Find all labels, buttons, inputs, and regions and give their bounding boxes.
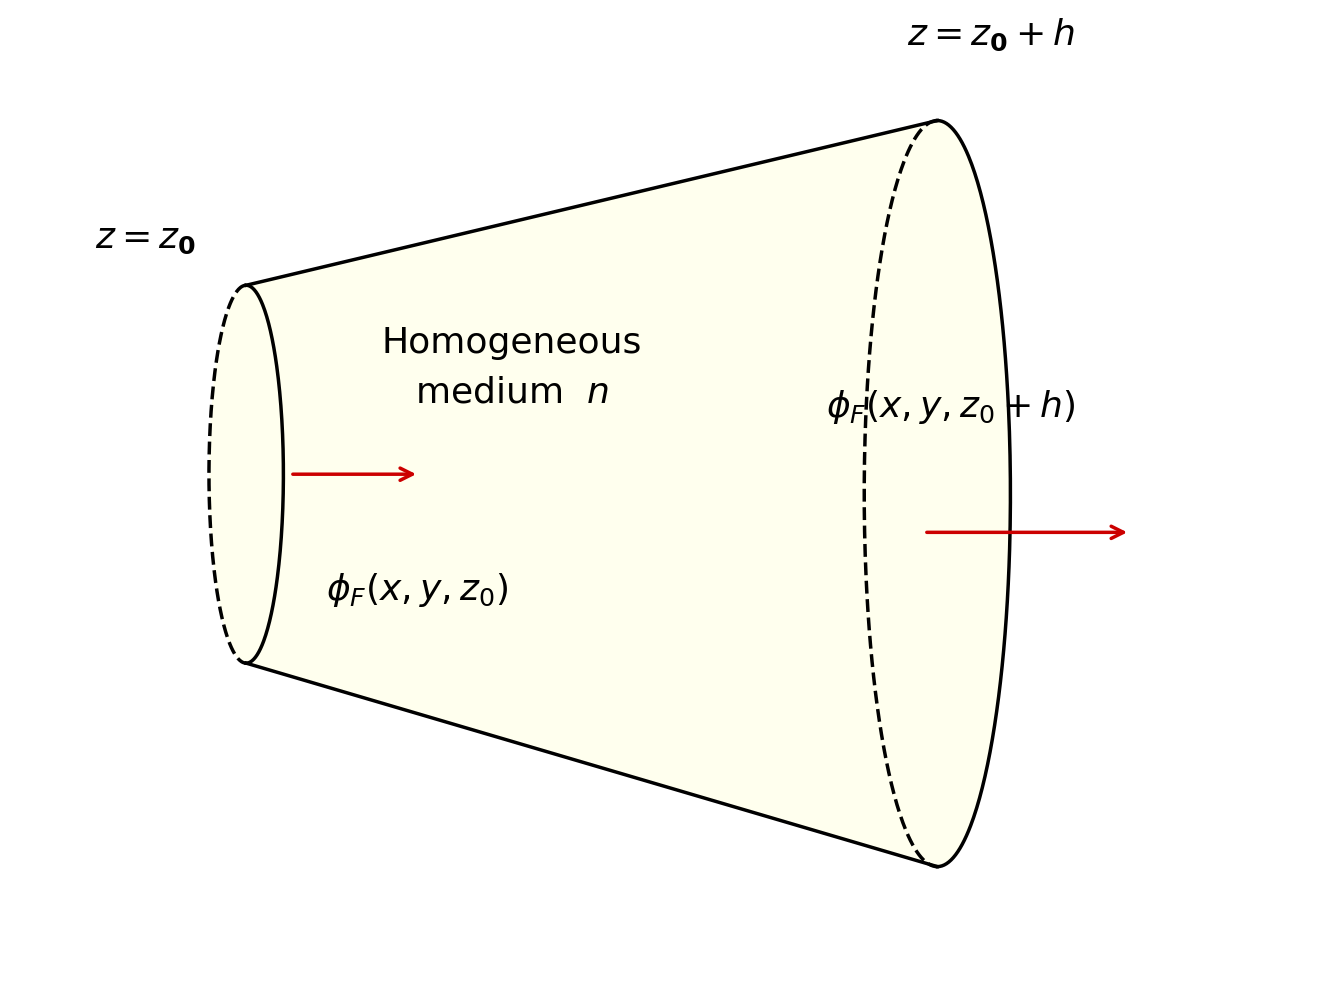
- Text: $z = z_\mathbf{0}$: $z = z_\mathbf{0}$: [95, 223, 196, 256]
- Text: Homogeneous
medium  $n$: Homogeneous medium $n$: [381, 325, 642, 410]
- Ellipse shape: [210, 286, 283, 663]
- Text: $\phi_F(x, y, z_0 + h)$: $\phi_F(x, y, z_0 + h)$: [826, 388, 1076, 426]
- Ellipse shape: [865, 120, 1010, 867]
- Text: $\phi_F(x, y, z_0)$: $\phi_F(x, y, z_0)$: [326, 571, 508, 609]
- Text: $z = z_\mathbf{0} + h$: $z = z_\mathbf{0} + h$: [907, 17, 1074, 53]
- Polygon shape: [246, 120, 1010, 867]
